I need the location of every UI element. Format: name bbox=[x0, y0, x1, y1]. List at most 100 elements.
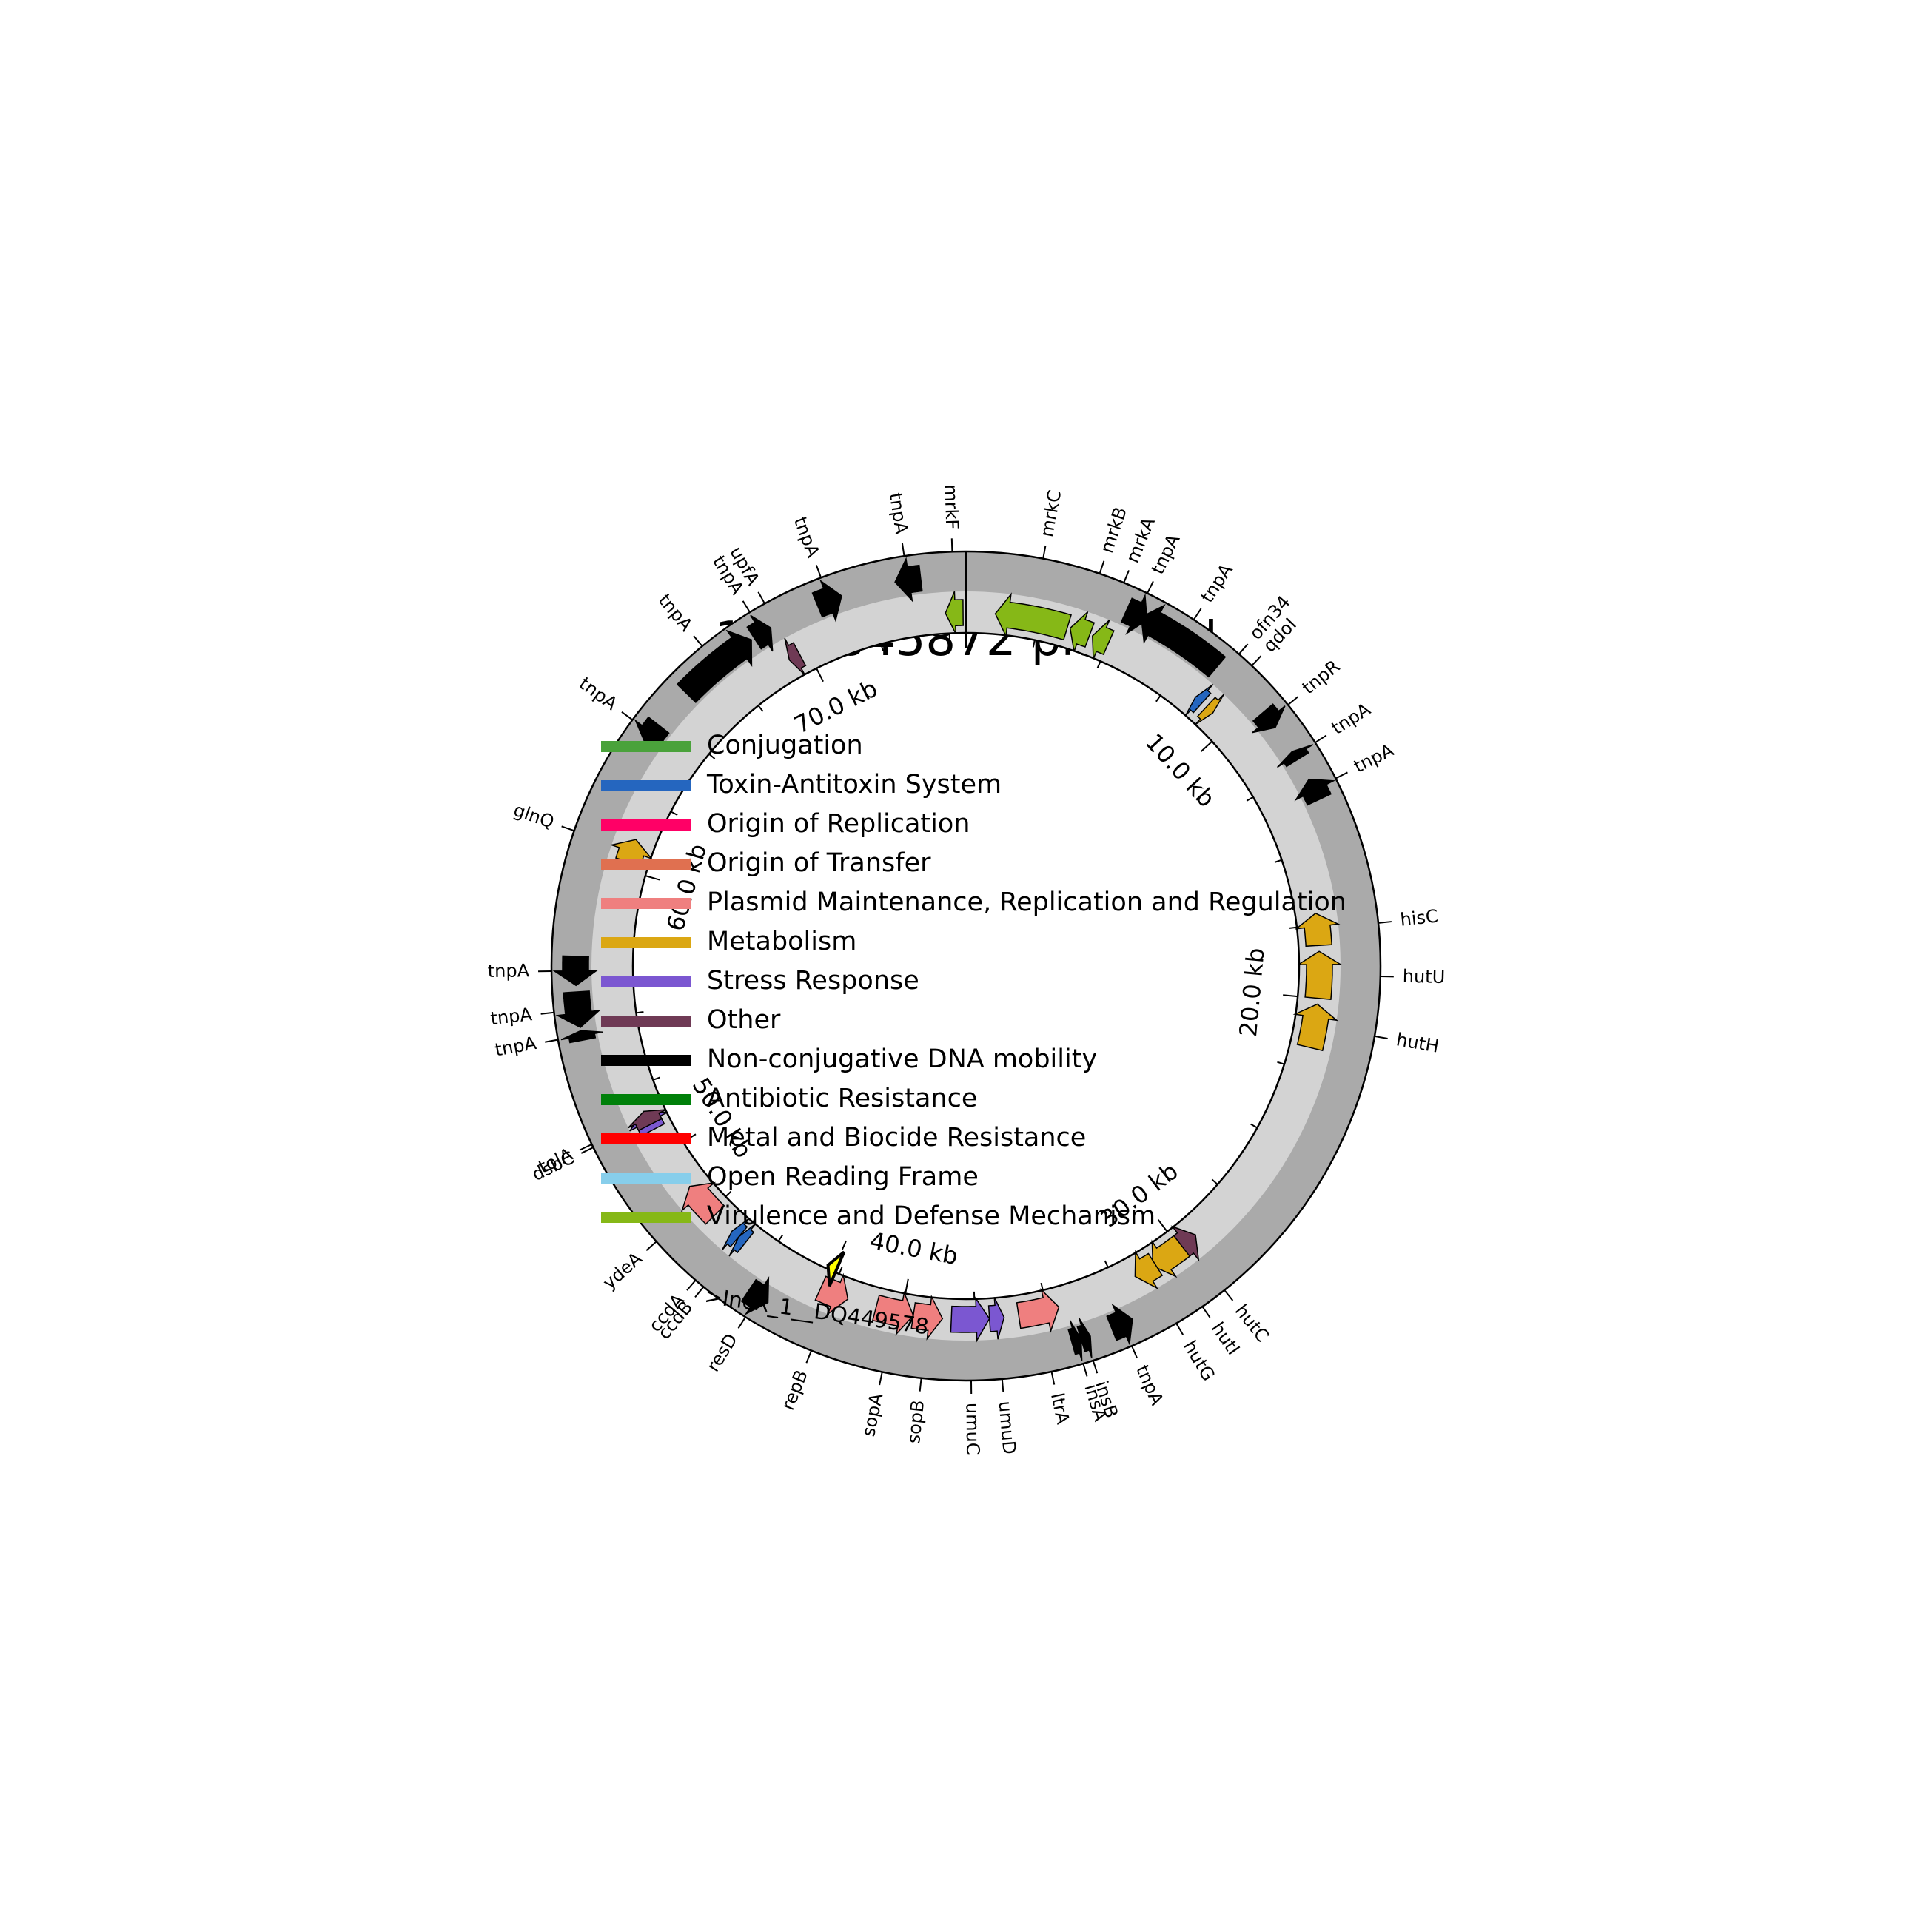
gene-arrow-tnpA bbox=[894, 557, 923, 603]
gene-arrow-hutI bbox=[1151, 1235, 1191, 1278]
gene-label: tnpA bbox=[1328, 699, 1375, 739]
gene-label-tick bbox=[1099, 560, 1105, 574]
gene-label: umuC bbox=[962, 1403, 983, 1455]
gene-arrow-sopB bbox=[910, 1294, 944, 1341]
gene-arrow-ofn34 bbox=[1184, 683, 1214, 717]
gene-label-tick bbox=[1335, 771, 1348, 779]
legend-label: Open Reading Frame bbox=[707, 1162, 979, 1192]
gene-label-tick bbox=[540, 1011, 554, 1015]
gene-arrow-tnpA bbox=[811, 579, 842, 623]
replicon-marker-shape bbox=[826, 1250, 846, 1287]
legend-label: Antibiotic Resistance bbox=[707, 1084, 977, 1113]
gene-arrow-tnpA bbox=[676, 629, 753, 703]
legend-swatch bbox=[601, 1212, 691, 1223]
gene-label-tick bbox=[580, 1147, 594, 1154]
gene-label-tick bbox=[1315, 734, 1327, 743]
legend-swatch bbox=[601, 1016, 691, 1027]
scale-tick bbox=[1274, 859, 1282, 863]
gene-label-tick bbox=[686, 1279, 697, 1291]
gene-arrow-tolA bbox=[628, 1109, 667, 1132]
legend-swatch bbox=[601, 780, 691, 791]
scale-tick bbox=[1200, 740, 1213, 752]
gene-label: mrkC bbox=[1036, 489, 1065, 539]
legend-swatch bbox=[601, 1173, 691, 1184]
gene-label-tick bbox=[1251, 655, 1262, 666]
gene-label-tick bbox=[545, 1039, 559, 1043]
gene-arrow-tnpR bbox=[1252, 703, 1286, 734]
gene-label-tick bbox=[1374, 1035, 1388, 1039]
scale-tick bbox=[1250, 1123, 1258, 1129]
gene-label-tick bbox=[901, 543, 905, 557]
gene-arrow-mrkC bbox=[994, 592, 1072, 641]
gene-arrow-sopA bbox=[871, 1290, 914, 1336]
gene-label: hutH bbox=[1395, 1029, 1440, 1056]
gene-label-tick bbox=[1193, 608, 1202, 620]
gene-label: tnpA bbox=[654, 590, 697, 636]
gene-label-tick bbox=[645, 1241, 657, 1251]
gene-arrow-ccdA bbox=[721, 1218, 751, 1251]
replicon-tick bbox=[841, 1240, 847, 1250]
gene-arrow-ltrA bbox=[1016, 1287, 1060, 1333]
gene-label-tick bbox=[1050, 1371, 1056, 1385]
gene-arrow-mrkB bbox=[1069, 611, 1096, 652]
gene-arrow-insA bbox=[1067, 1320, 1083, 1361]
gene-arrow-ccdB bbox=[728, 1223, 757, 1257]
gene-label-tick bbox=[1201, 1306, 1211, 1318]
gene-label: umuD bbox=[994, 1401, 1019, 1455]
gene-label: hutI bbox=[1207, 1318, 1244, 1359]
scale-tick bbox=[1246, 796, 1254, 802]
legend-label: Origin of Transfer bbox=[707, 848, 931, 878]
coordinate-label: 20.0 kb bbox=[1234, 947, 1270, 1038]
scale-tick bbox=[1032, 640, 1036, 648]
gene-label-tick bbox=[1224, 1289, 1234, 1301]
legend-label: Metabolism bbox=[707, 927, 856, 956]
gene-label-tick bbox=[1131, 1345, 1138, 1359]
scale-tick bbox=[1157, 1219, 1168, 1232]
gene-arrow-hutU bbox=[1296, 950, 1343, 1001]
gene-label-tick bbox=[1082, 1363, 1088, 1377]
gene-label: sopB bbox=[903, 1399, 928, 1445]
gene-arrow-tnpA bbox=[1294, 778, 1336, 806]
legend-swatch bbox=[601, 1133, 691, 1144]
gene-label-tick bbox=[694, 1286, 705, 1298]
gene-arrow-hutG bbox=[1134, 1250, 1164, 1290]
legend-swatch bbox=[601, 1055, 691, 1066]
gene-arrow-tnpA bbox=[1140, 604, 1227, 678]
legend-label: Origin of Replication bbox=[707, 809, 970, 839]
gene-label: repB bbox=[777, 1367, 812, 1413]
scale-tick bbox=[1104, 1260, 1109, 1268]
legend-label: Conjugation bbox=[707, 731, 863, 760]
gene-label-tick bbox=[1123, 570, 1130, 583]
gene-label-tick bbox=[805, 1350, 813, 1364]
gene-label-tick bbox=[1001, 1378, 1004, 1392]
legend-swatch bbox=[601, 898, 691, 909]
gene-label: hutG bbox=[1179, 1337, 1219, 1385]
scale-tick bbox=[670, 811, 678, 816]
gene-label: tnpA bbox=[489, 1004, 534, 1029]
scale-tick bbox=[708, 753, 716, 759]
scale-tick bbox=[816, 668, 824, 682]
gene-label-tick bbox=[815, 565, 822, 578]
coordinate-label: 10.0 kb bbox=[1140, 728, 1221, 813]
gene-arrow-mrkA bbox=[1092, 620, 1115, 660]
gene-label: tnpA bbox=[1350, 739, 1397, 777]
gene-label: ltrA bbox=[1047, 1391, 1073, 1426]
gene-arrow-ydeA bbox=[680, 1181, 725, 1225]
coordinate-label: 40.0 kb bbox=[868, 1227, 960, 1270]
gene-label-tick bbox=[561, 825, 574, 832]
gene-label: tnpA bbox=[1132, 1362, 1167, 1409]
gene-label: tnpR bbox=[1298, 656, 1344, 698]
gene-arrow-upfA bbox=[784, 637, 807, 676]
gene-label-tick bbox=[1238, 643, 1249, 655]
scale-tick bbox=[1277, 1061, 1285, 1065]
gene-arrow-tnpA bbox=[1277, 744, 1314, 768]
coordinate-label: 70.0 kb bbox=[790, 674, 882, 739]
gene-label-tick bbox=[737, 1316, 746, 1329]
gene-arrow-tnpA bbox=[1106, 1303, 1133, 1346]
gene-label-tick bbox=[1042, 545, 1047, 559]
gene-arrow-hutH bbox=[1292, 1003, 1339, 1052]
scale-tick bbox=[1283, 994, 1298, 998]
gene-label-tick bbox=[1175, 1323, 1184, 1335]
gene-arrow-tnpA bbox=[555, 990, 601, 1028]
